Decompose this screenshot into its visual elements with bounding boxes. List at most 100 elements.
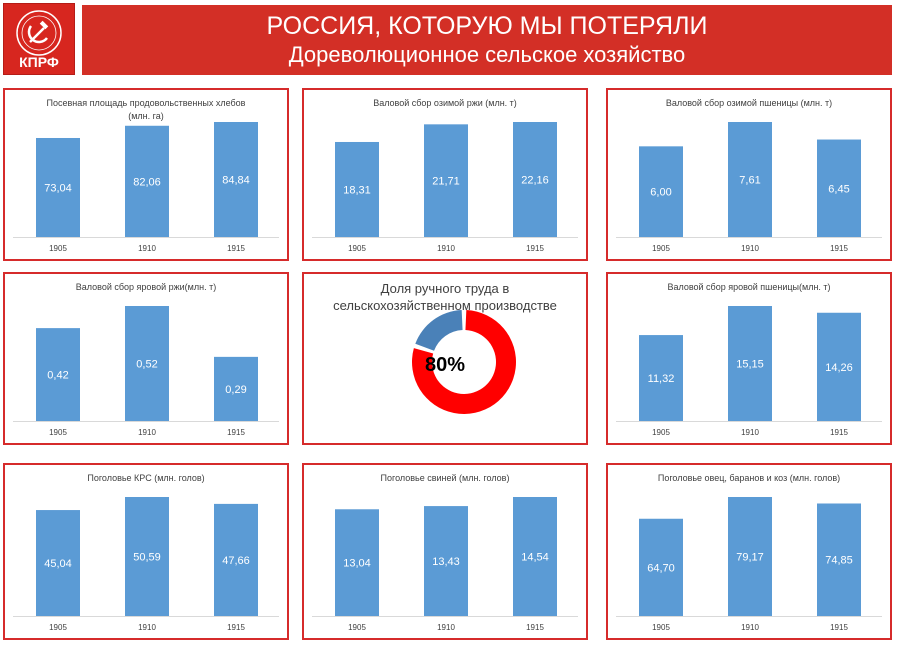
x-tick-label: 1905 [49,428,67,437]
chart-title: Поголовье КРС (млн. голов) [87,473,205,483]
chart-panel-1: Посевная площадь продовольственных хлебо… [3,88,289,261]
bar-1915 [817,312,861,421]
chart-panel-6: Валовой сбор яровой пшеницы(млн. т) 11,3… [606,272,892,445]
page-subtitle: Дореволюционное сельское хозяйство [288,42,686,67]
bar-value-label: 22,16 [521,175,549,187]
bar-1910 [728,497,772,616]
x-tick-label: 1905 [49,623,67,632]
bar-value-label: 13,04 [343,558,371,570]
x-tick-label: 1905 [49,244,67,253]
bar-1905 [335,509,379,616]
kprf-logo: КПРФ [3,3,75,75]
chart-title: Поголовье овец, баранов и коз (млн. голо… [657,473,841,483]
chart-title: Валовой сбор яровой пшеницы(млн. т) [667,282,831,292]
chart-panel-7: Поголовье КРС (млн. голов) 45,04 1905 50,5… [3,463,289,640]
chart-panel-4: Валовой сбор яровой ржи(млн. т) 0,42 1905… [3,272,289,445]
chart-title: Валовой сбор озимой пшеницы (млн. т) [665,98,833,108]
x-tick-label: 1915 [227,623,245,632]
chart-panel-donut: Доля ручного труда в сельскохозяйственно… [302,272,588,445]
bar-1905 [335,141,379,237]
bar-1915 [513,122,557,237]
bar-1905 [639,335,683,421]
bar-value-label: 47,66 [222,555,250,567]
x-tick-label: 1905 [652,244,670,253]
bar-value-label: 14,54 [521,552,549,564]
bar-chart-cattle: 45,04 1905 50,59 1910 47,66 1915 [13,497,279,632]
x-tick-label: 1910 [437,244,455,253]
bar-value-label: 79,17 [736,552,764,564]
bar-value-label: 0,29 [225,384,246,396]
bar-1915 [817,139,861,237]
bar-value-label: 21,71 [432,176,460,188]
bar-1915 [817,503,861,616]
x-tick-label: 1910 [741,244,759,253]
chart-panel-9: Поголовье овец, баранов и коз (млн. голо… [606,463,892,640]
title-banner: РОССИЯ, КОТОРУЮ МЫ ПОТЕРЯЛИ Дореволюцион… [82,5,892,75]
bar-1910 [125,497,169,616]
bar-value-label: 11,32 [648,373,675,385]
x-tick-label: 1915 [526,623,544,632]
bar-chart-pigs: 13,04 1905 13,43 1910 14,54 1915 [312,497,578,632]
bar-chart-sheep-goats: 64,70 1905 79,17 1910 74,85 1915 [616,497,882,632]
hammer-sickle-icon [16,10,62,56]
bar-1910 [728,306,772,421]
bar-chart-winter-wheat: 6,00 1905 7,61 1910 6,45 1915 [616,122,882,253]
bar-1910 [728,122,772,237]
chart-panel-2: Валовой сбор озимой ржи (млн. т) 18,31 19… [302,88,588,261]
x-tick-label: 1915 [227,244,245,253]
donut-slice-manual [412,310,516,414]
bar-value-label: 7,61 [739,175,760,187]
bar-1910 [424,124,468,237]
bar-value-label: 0,42 [47,370,68,382]
bar-value-label: 6,45 [828,183,849,195]
bar-value-label: 64,70 [647,562,675,574]
chart-title: Посевная площадь продовольственных хлебо… [46,98,246,121]
x-tick-label: 1915 [830,428,848,437]
bar-chart-sown-area: 73,04 1905 82,06 1910 84,84 1915 [13,122,279,253]
x-tick-label: 1910 [437,623,455,632]
bar-value-label: 0,52 [136,359,157,371]
x-tick-label: 1905 [348,244,366,253]
chart-title: Валовой сбор озимой ржи (млн. т) [373,98,517,108]
bar-value-label: 84,84 [222,175,250,187]
bar-1905 [36,510,80,616]
x-tick-label: 1915 [830,244,848,253]
donut-chart-manual-labor [412,310,516,414]
logo-text: КПРФ [19,54,59,70]
bar-value-label: 18,31 [343,184,371,196]
bar-value-label: 45,04 [44,558,72,570]
bar-1910 [424,506,468,616]
x-tick-label: 1905 [652,428,670,437]
bar-value-label: 74,85 [825,555,853,567]
x-tick-label: 1910 [138,623,156,632]
x-tick-label: 1915 [526,244,544,253]
x-tick-label: 1905 [652,623,670,632]
bar-1915 [214,122,258,237]
bar-1910 [125,125,169,237]
bar-chart-spring-wheat: 11,32 1905 15,15 1910 14,26 1915 [616,306,882,437]
chart-title: Поголовье свиней (млн. голов) [380,473,510,483]
bar-value-label: 15,15 [736,359,764,371]
bar-1910 [125,306,169,421]
x-tick-label: 1915 [830,623,848,632]
bar-chart-spring-rye: 0,42 1905 0,52 1910 0,29 1915 [13,306,279,437]
bar-1915 [214,503,258,616]
bar-1905 [36,328,80,421]
x-tick-label: 1910 [138,244,156,253]
bar-1905 [639,146,683,237]
bar-value-label: 14,26 [825,362,853,374]
x-tick-label: 1910 [741,623,759,632]
bar-value-label: 50,59 [133,552,161,564]
chart-panel-8: Поголовье свиней (млн. голов) 13,04 1905 1… [302,463,588,640]
donut-value-label: 80% [424,354,466,376]
page-title: РОССИЯ, КОТОРУЮ МЫ ПОТЕРЯЛИ [266,12,708,40]
bar-1915 [214,356,258,421]
bar-value-label: 13,43 [432,556,460,568]
bar-value-label: 6,00 [650,187,671,199]
x-tick-label: 1910 [138,428,156,437]
x-tick-label: 1915 [227,428,245,437]
bar-value-label: 82,06 [133,176,161,188]
chart-panel-3: Валовой сбор озимой пшеницы (млн. т) 6,0… [606,88,892,261]
x-tick-label: 1910 [741,428,759,437]
bar-1905 [36,137,80,237]
